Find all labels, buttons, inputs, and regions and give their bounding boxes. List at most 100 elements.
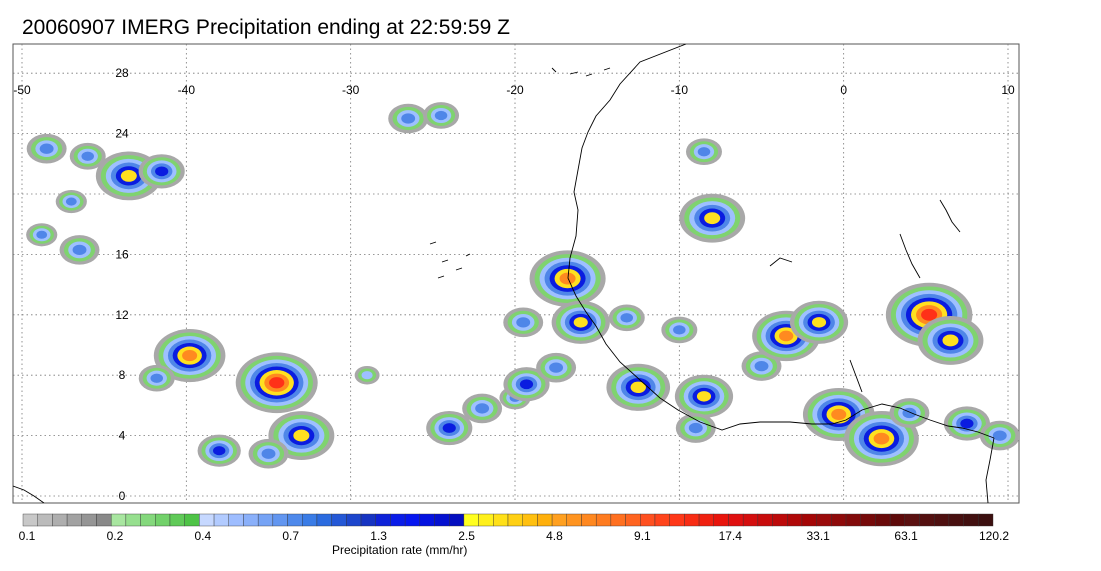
colorbar-swatch [801,513,817,527]
colorbar-swatch [728,513,744,527]
colorbar-swatch [845,513,861,527]
colorbar-swatch [331,513,347,527]
colorbar-swatch [37,513,53,527]
precip-cell [26,223,58,247]
colorbar-swatch [978,513,994,527]
colorbar-swatch [243,513,259,527]
colorbar-swatch [816,513,832,527]
colorbar-swatch [52,513,68,527]
precip-cell [503,307,544,338]
precip-contour [182,349,198,362]
precip-cell [885,282,973,347]
precip-cell [26,133,67,164]
colorbar-swatch [493,513,509,527]
precip-cell [536,352,577,383]
precip-contour [902,407,917,419]
colorbar-swatch [963,513,979,527]
precip-contour [65,197,77,206]
colorbar-swatch [875,513,891,527]
precip-contour [549,362,564,373]
colorbar-swatch [272,513,288,527]
precip-contour [434,110,448,121]
colorbar-swatch [551,513,567,527]
precip-contour [361,371,373,380]
precip-contour [213,446,226,456]
precip-contour [36,230,48,239]
precip-contour [778,330,794,342]
colorbar-swatch [96,513,112,527]
precip-cell [608,304,645,332]
precip-contour [942,334,959,347]
colorbar-swatch [257,513,274,527]
precip-cell [685,138,722,166]
precip-cell [606,363,671,411]
precip-cell [679,193,746,243]
longitude-tick-label: -40 [178,83,196,97]
colorbar-swatch [140,513,156,527]
colorbar-swatch [934,513,950,527]
colorbar-swatch [66,513,82,527]
precip-contour [873,432,890,445]
longitude-tick-labels: -50 -40 -30 -20 -10 0 10 [13,83,1015,97]
precip-contour [630,381,646,393]
colorbar-label: 0.2 [106,529,124,543]
colorbar-swatch [772,513,788,527]
precip-cell [917,316,984,365]
colorbar-swatch [595,513,612,527]
inland-rivers [769,199,961,393]
colorbar-label: 0.1 [18,529,36,543]
precip-cell [789,300,849,344]
colorbar-title: Precipitation rate (mm/hr) [332,543,468,557]
colorbar-swatch [360,513,376,527]
precip-contour [150,373,164,383]
cape-verde-islands [429,241,471,279]
colorbar-swatch [22,513,38,527]
precip-cell [248,438,289,469]
colorbar-label: 0.7 [282,529,300,543]
colorbar-swatch [110,513,127,527]
precip-contour [475,403,490,414]
latitude-tick-label: 0 [119,489,126,503]
precip-cell [235,352,318,414]
precip-cell [138,364,175,392]
precip-contour [39,143,54,154]
colorbar-swatch [566,513,582,527]
latitude-tick-label: 8 [119,368,126,382]
canary-islands [551,67,611,77]
precip-cell [423,102,460,129]
precip-contour [72,244,87,256]
precip-contour [921,308,938,321]
precip-contour [673,325,686,335]
colorbar-swatch [404,513,421,527]
colorbar [22,513,994,527]
precip-cell [462,393,503,424]
precip-cell [388,103,429,134]
colorbar-label: 33.1 [806,529,830,543]
map-title: 20060907 IMERG Precipitation ending at 2… [22,16,510,39]
latitude-tick-label: 24 [115,127,129,141]
precip-cell [69,142,106,170]
colorbar-swatch [184,513,200,527]
precip-contour [831,408,847,421]
colorbar-swatch [831,513,847,527]
latitude-tick-labels: 28 24 16 12 8 4 0 [115,66,129,503]
longitude-tick-label: -30 [342,83,360,97]
precip-contour [811,317,827,328]
west-africa-coastline [567,44,995,439]
precip-cell [503,367,550,402]
precip-contour [688,422,703,434]
precip-cell [661,316,698,344]
colorbar-swatch [125,513,141,527]
precip-contour [442,423,456,433]
precip-cell [426,410,473,446]
colorbar-swatch [948,513,964,527]
colorbar-swatch [155,513,171,527]
precipitation-layer [26,102,1019,469]
colorbar-swatch [434,513,450,527]
precip-contour [696,391,712,402]
colorbar-swatch [904,513,920,527]
longitude-tick-label: 0 [840,83,847,97]
precip-contour [81,151,94,161]
latitude-tick-label: 16 [115,247,129,261]
colorbar-swatch [213,513,229,527]
